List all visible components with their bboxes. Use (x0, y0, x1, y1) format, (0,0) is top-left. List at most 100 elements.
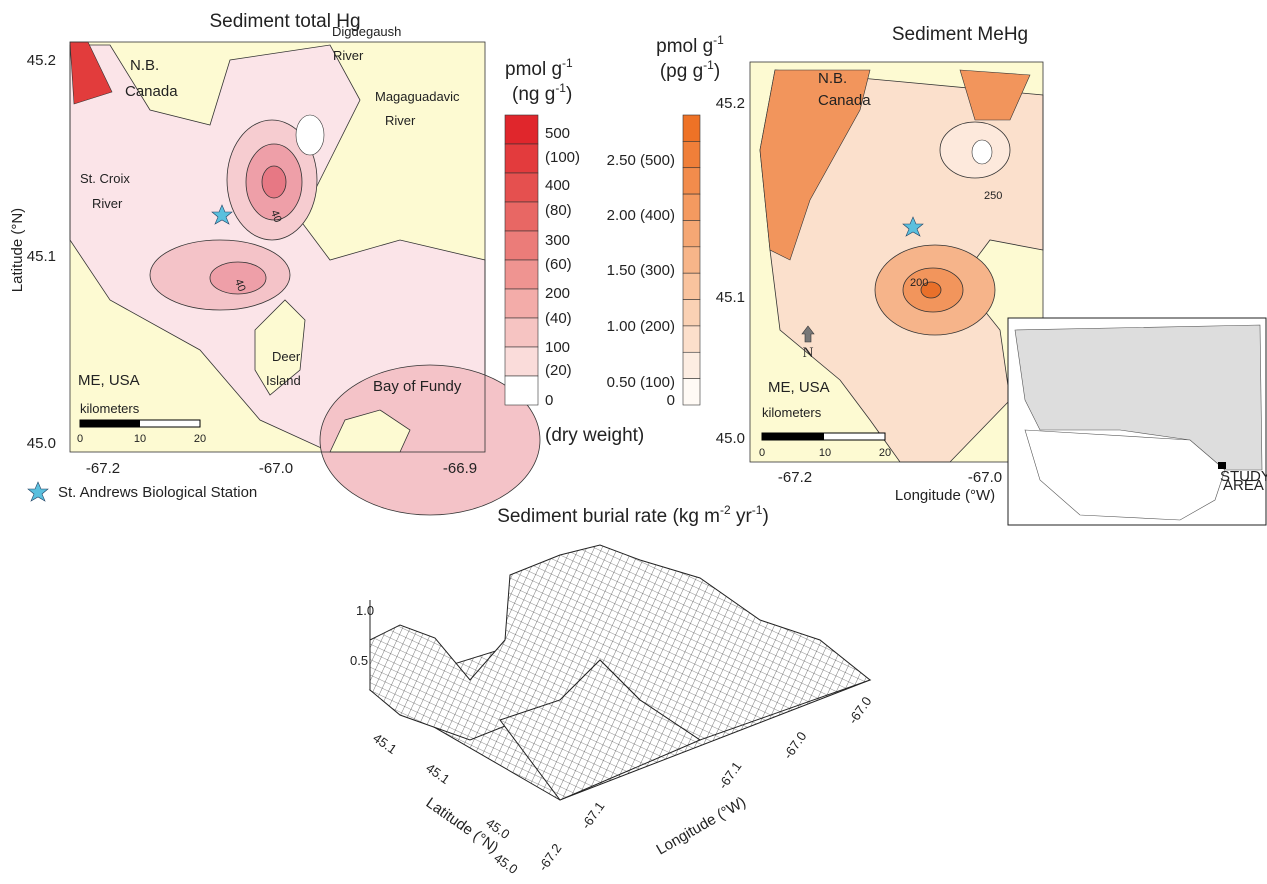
unit: pmol g (505, 59, 562, 80)
scale-bar (80, 420, 140, 427)
place-label: ME, USA (78, 372, 140, 389)
x-tick-label: -66.9 (443, 460, 477, 477)
lon-tick-label: -67.1 (578, 799, 607, 832)
colorbar-label: 2.50 (500) (607, 152, 675, 169)
panel-title: Sediment MeHg (892, 24, 1028, 45)
scale-tick: 10 (819, 447, 831, 459)
colorbar-label: 1.50 (300) (607, 262, 675, 279)
figure: Sediment total Hg N.B. Canada Digdegaush… (0, 0, 1267, 884)
scale-bar (762, 433, 824, 440)
contour-label: 200 (910, 277, 928, 289)
colorbar-bin (683, 352, 700, 378)
station-marker (28, 482, 48, 501)
colorbar-label: (80) (545, 202, 572, 219)
colorbar-bin (505, 231, 538, 260)
colorbar-labels: 2.50 (500) 2.00 (400) 1.50 (300) 1.00 (200)… (607, 152, 675, 409)
contour-label: 250 (984, 190, 1002, 202)
y-tick-label: 45.0 (27, 435, 56, 452)
contour (262, 166, 286, 198)
y-tick-label: 45.1 (716, 289, 745, 306)
legend-unit: pmol g-1 (656, 33, 724, 57)
x-tick-label: -67.2 (86, 460, 120, 477)
unit: (pg g (660, 61, 703, 82)
title-exp: -1 (752, 503, 763, 517)
legend-unit: pmol g-1 (505, 56, 573, 80)
lon-tick-label: -67.2 (535, 841, 564, 874)
unit-exp: -1 (703, 58, 714, 72)
colorbar-label: (60) (545, 256, 572, 273)
colorbar-label: (40) (545, 310, 572, 327)
colorbar-label: 0.50 (100) (607, 374, 675, 391)
unit-close: ) (714, 61, 720, 82)
unit-exp: -1 (713, 33, 724, 47)
colorbar-label: 1.00 (200) (607, 318, 675, 335)
colorbar-bin (505, 115, 538, 144)
legend-note: (dry weight) (545, 425, 644, 446)
colorbar-bin (683, 168, 700, 194)
colorbar-label: 500 (545, 125, 570, 142)
lat-tick-label: 45.1 (423, 760, 452, 787)
place-label: Canada (125, 83, 178, 100)
place-label: Canada (818, 92, 871, 109)
x-tick-label: -67.2 (778, 469, 812, 486)
y-tick-label: 45.2 (716, 95, 745, 112)
scale-tick: 0 (759, 447, 765, 459)
place-label: Bay of Fundy (373, 378, 462, 395)
colorbar-label: 0 (667, 392, 675, 409)
colorbar-bin (683, 273, 700, 299)
colorbar-label: (20) (545, 362, 572, 379)
colorbar-labels: 500(100)400(80)300(60)200(40)100(20)0 (545, 125, 580, 409)
place-label: River (385, 113, 416, 128)
place-label: St. Croix (80, 171, 130, 186)
contour (296, 115, 324, 155)
unit-exp: -1 (562, 56, 573, 70)
panel-title: Sediment burial rate (kg m-2 yr-1) (497, 503, 769, 527)
scale-tick: 20 (194, 433, 206, 445)
colorbar-bin (683, 379, 700, 405)
z-tick-label: 0.5 (350, 653, 368, 668)
y-axis-label: Latitude (°N) (9, 208, 26, 292)
lon-axis-label: Longitude (°W) (654, 794, 749, 859)
colorbar (683, 115, 700, 405)
x-tick-label: -67.0 (968, 469, 1002, 486)
colorbar-bin (683, 300, 700, 326)
scale-tick: 20 (879, 447, 891, 459)
colorbar-bin (683, 220, 700, 246)
place-label: N.B. (130, 57, 159, 74)
place-label: River (92, 196, 123, 211)
title: yr (731, 506, 753, 527)
colorbar-bin (505, 318, 538, 347)
place-label: Magaguadavic (375, 89, 460, 104)
y-tick-label: 45.2 (27, 52, 56, 69)
colorbar-bin (505, 376, 538, 405)
colorbar-bin (505, 144, 538, 173)
unit: (ng g (512, 84, 555, 105)
colorbar-label: 2.00 (400) (607, 207, 675, 224)
y-tick-label: 45.1 (27, 248, 56, 265)
colorbar-label: 400 (545, 177, 570, 194)
place-label: River (333, 48, 364, 63)
title: Sediment burial rate (kg m (497, 506, 720, 527)
inset-label: AREA (1223, 477, 1264, 494)
unit-exp: -1 (555, 81, 566, 95)
colorbar-label: 300 (545, 232, 570, 249)
legend-unit: (pg g-1) (660, 58, 720, 82)
place-label: N.B. (818, 70, 847, 87)
scale-tick: 10 (134, 433, 146, 445)
colorbar-bin (683, 194, 700, 220)
y-tick-label: 45.0 (716, 430, 745, 447)
colorbar-bin (505, 289, 538, 318)
colorbar-label: 200 (545, 285, 570, 302)
scale-title: kilometers (762, 405, 822, 420)
colorbar-label: (100) (545, 149, 580, 166)
unit-close: ) (566, 84, 572, 105)
colorbar-bin (683, 326, 700, 352)
colorbar-bin (505, 260, 538, 289)
colorbar-bin (683, 115, 700, 141)
unit: pmol g (656, 36, 713, 57)
colorbar-label: 100 (545, 339, 570, 356)
place-label: Deer (272, 349, 301, 364)
title: ) (762, 506, 768, 527)
colorbar-bin (683, 247, 700, 273)
station-legend: St. Andrews Biological Station (58, 484, 257, 501)
